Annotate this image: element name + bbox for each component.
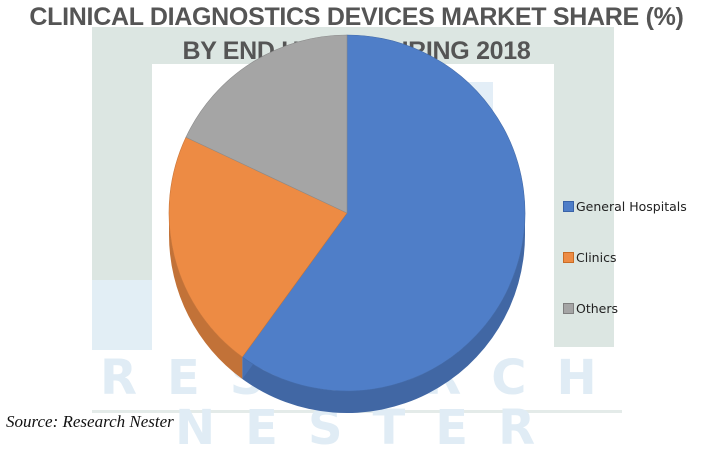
chart-title-line-1: CLINICAL DIAGNOSTICS DEVICES MARKET SHAR… — [29, 3, 684, 31]
legend-label: Clinics — [576, 249, 617, 265]
legend-item-clinics: Clinics — [563, 247, 687, 267]
pie-side-clinics — [169, 213, 243, 380]
pie-slices — [168, 34, 526, 413]
pie-slice-general-hospitals — [241, 34, 526, 392]
watermark-left-bar-lower — [92, 280, 152, 350]
legend-swatch-general-hospitals — [563, 200, 574, 212]
pie-chart — [168, 34, 526, 413]
legend-swatch-clinics — [563, 251, 574, 263]
legend-item-others: Others — [563, 298, 687, 318]
pie-side-general-hospitals — [242, 213, 526, 413]
pie-slice-others — [185, 34, 348, 214]
legend-label: Others — [576, 300, 619, 316]
source-note: Source: Research Nester — [6, 412, 174, 431]
watermark-left-bar — [92, 27, 152, 327]
chart-legend: General Hospitals Clinics Others — [563, 196, 687, 349]
legend-item-general-hospitals: General Hospitals — [563, 196, 687, 216]
legend-swatch-others — [563, 302, 574, 314]
legend-label: General Hospitals — [576, 198, 687, 214]
watermark-right-bar — [554, 27, 614, 347]
